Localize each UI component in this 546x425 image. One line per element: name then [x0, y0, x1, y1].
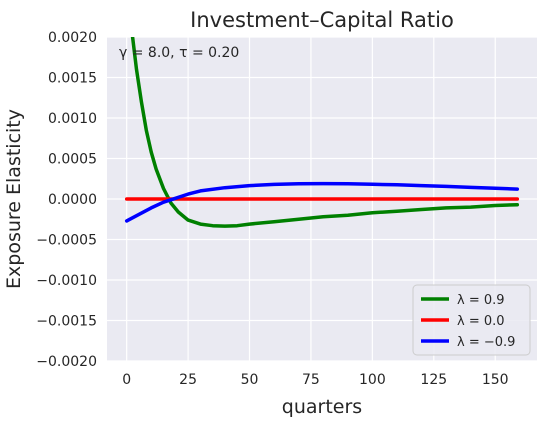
- chart-title: Investment–Capital Ratio: [190, 8, 454, 32]
- x-tick-label: 125: [420, 372, 447, 388]
- y-axis-label: Exposure Elasticity: [3, 109, 25, 289]
- y-tick-label: 0.0015: [48, 71, 97, 87]
- series-group: [124, 37, 520, 228]
- x-tick-labels: 0 25 50 75 100 125 150: [122, 372, 508, 388]
- legend: λ = 0.9 λ = 0.0 λ = −0.9: [412, 284, 531, 356]
- legend-label-0: λ = 0.9: [457, 293, 505, 308]
- y-tick-label: 0.0005: [48, 152, 97, 168]
- y-tick-label: −0.0005: [36, 233, 97, 249]
- x-tick-label: 75: [302, 372, 320, 388]
- legend-label-1: λ = 0.0: [457, 314, 505, 329]
- y-tick-label: 0.0020: [48, 30, 97, 46]
- y-tick-label: −0.0010: [36, 273, 97, 289]
- grid: [107, 36, 537, 362]
- x-tick-label: 50: [241, 372, 259, 388]
- x-tick-label: 100: [359, 372, 386, 388]
- x-tick-label: 150: [482, 372, 509, 388]
- y-tick-label: 0.0010: [48, 111, 97, 127]
- y-tick-label: −0.0020: [36, 354, 97, 370]
- x-axis-label: quarters: [282, 396, 362, 418]
- x-tick-label: 25: [179, 372, 197, 388]
- series-line-2: [124, 181, 520, 223]
- series-line-0: [130, 37, 520, 228]
- legend-box: [412, 284, 531, 356]
- parameter-annotation: γ = 8.0, τ = 0.20: [119, 45, 239, 61]
- y-tick-labels: −0.0020 −0.0015 −0.0010 −0.0005 0.0000 0.0005…: [36, 30, 97, 370]
- legend-label-2: λ = −0.9: [457, 335, 515, 350]
- x-tick-label: 0: [122, 372, 131, 388]
- y-tick-label: −0.0015: [36, 314, 97, 330]
- y-tick-label: 0.0000: [48, 192, 97, 208]
